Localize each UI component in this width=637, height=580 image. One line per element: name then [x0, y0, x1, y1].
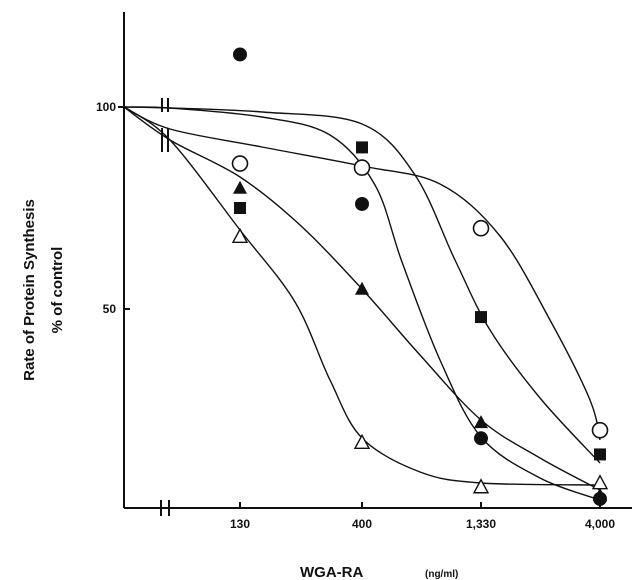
point-filled-triangle-1330	[474, 415, 488, 428]
y-axis-title: Rate of Protein Synthesis	[21, 199, 38, 381]
curve-open-circle	[124, 107, 600, 440]
x-tick-label-2: 1,330	[466, 517, 496, 531]
point-filled-circle-130	[233, 47, 247, 61]
point-open-circle-4000	[593, 423, 608, 438]
point-filled-triangle-130	[233, 181, 247, 194]
x-tick-label-0: 130	[230, 517, 250, 531]
data-points	[233, 47, 608, 505]
point-filled-circle-1330	[474, 431, 488, 445]
x-axis-unit: (ng/ml)	[425, 569, 458, 580]
point-filled-square-130	[234, 202, 246, 214]
point-open-circle-1330	[474, 221, 489, 236]
axes	[118, 12, 632, 516]
point-open-triangle-4000	[593, 476, 607, 489]
x-tick-label-3: 4,000	[585, 517, 615, 531]
point-filled-square-400	[356, 141, 368, 153]
point-filled-circle-400	[355, 197, 369, 211]
y-tick-label-100: 100	[96, 100, 116, 114]
point-open-circle-130	[233, 156, 248, 171]
y-axis-subtitle: % of control	[49, 247, 66, 334]
point-filled-square-4000	[594, 448, 606, 460]
point-open-circle-400	[355, 160, 370, 175]
y-tick-label-50: 50	[103, 302, 117, 316]
point-filled-square-1330	[475, 311, 487, 323]
point-open-triangle-1330	[474, 480, 488, 493]
x-tick-label-1: 400	[352, 517, 372, 531]
x-axis-title: WGA-RA	[300, 564, 363, 580]
